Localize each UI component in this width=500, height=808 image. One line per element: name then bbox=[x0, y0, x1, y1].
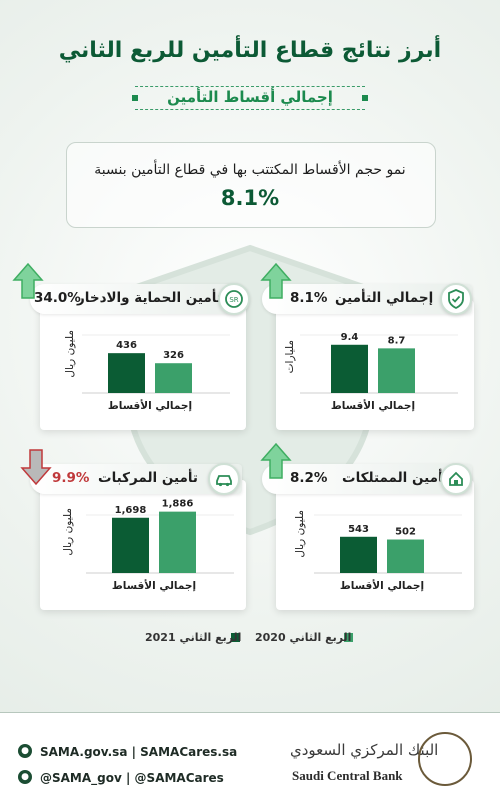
subtitle-frame bbox=[135, 86, 365, 110]
footer: ● SAMA.gov.sa | SAMACares.sa ● @SAMA_gov… bbox=[0, 712, 500, 808]
footer-twitter[interactable]: @SAMA_gov | @SAMACares bbox=[40, 771, 224, 785]
footer-web[interactable]: SAMA.gov.sa | SAMACares.sa bbox=[40, 745, 238, 759]
bar-2021 bbox=[340, 536, 377, 573]
legend-swatch-2021 bbox=[231, 633, 240, 642]
bar-2020 bbox=[155, 363, 192, 393]
subtitle-dot-left bbox=[132, 95, 138, 101]
chart-property: 543 502 إجمالي الأقساط bbox=[314, 514, 462, 592]
title-total: إجمالي التأمين bbox=[335, 290, 434, 306]
category-label: إجمالي الأقساط bbox=[340, 579, 424, 592]
up-arrow-icon bbox=[260, 442, 292, 479]
chart-protection: 436 326 إجمالي الأقساط bbox=[82, 334, 230, 412]
title-property: تأمين الممتلكات bbox=[342, 470, 449, 486]
unit-total: مليارات bbox=[284, 340, 296, 374]
bar-2020 bbox=[387, 539, 424, 573]
category-label: إجمالي الأقساط bbox=[112, 579, 196, 592]
bank-logo-icon bbox=[418, 732, 472, 786]
card-header-motor bbox=[30, 464, 242, 494]
up-arrow-icon bbox=[12, 262, 44, 299]
unit-protection: مليون ريال bbox=[64, 330, 76, 378]
chart-motor: 1,698 1,886 إجمالي الأقساط bbox=[86, 499, 234, 592]
footer-twitter-row: ● @SAMA_gov | @SAMACares bbox=[18, 770, 258, 785]
pct-motor: 9.9% bbox=[52, 470, 90, 486]
unit-property: مليون ريال bbox=[294, 510, 306, 558]
subtitle-dot-right bbox=[362, 95, 368, 101]
pct-total: 8.1% bbox=[290, 290, 328, 306]
legend-swatch-2020 bbox=[344, 633, 353, 642]
title-motor: تأمين المركبات bbox=[98, 470, 198, 486]
category-label: إجمالي الأقساط bbox=[331, 399, 415, 412]
page-title: أبرز نتائج قطاع التأمين للربع الثاني bbox=[58, 38, 442, 63]
pct-property: 8.2% bbox=[290, 470, 328, 486]
bar-2021 bbox=[331, 344, 368, 393]
savings-icon: SR bbox=[218, 283, 250, 315]
shield-check-icon bbox=[440, 283, 472, 315]
bar-2021 bbox=[112, 517, 149, 573]
bar-2021 bbox=[108, 353, 145, 393]
page-subtitle: إجمالي أقساط التأمين bbox=[167, 88, 333, 106]
footer-web-row: ● SAMA.gov.sa | SAMACares.sa bbox=[18, 744, 258, 759]
unit-motor: مليون ريال bbox=[62, 508, 74, 556]
data-label-2021: 436 bbox=[116, 340, 137, 351]
growth-value: 8.1% bbox=[220, 186, 280, 210]
down-arrow-icon bbox=[20, 449, 52, 486]
up-arrow-icon bbox=[260, 262, 292, 299]
data-label-2021: 1,698 bbox=[115, 505, 147, 516]
card-header-protection bbox=[30, 284, 242, 314]
car-icon bbox=[208, 463, 240, 495]
data-label-2021: 543 bbox=[348, 524, 369, 535]
title-protection: تأمين الحماية والادخار bbox=[77, 290, 222, 306]
data-label-2020: 1,886 bbox=[162, 499, 194, 510]
data-label-2020: 502 bbox=[395, 527, 416, 538]
card-total-insurance bbox=[276, 300, 474, 430]
growth-text: نمو حجم الأقساط المكتتب بها في قطاع التأ… bbox=[94, 162, 406, 178]
pct-protection: 34.0% bbox=[34, 290, 81, 306]
legend-2021: الربع الثاني 2021 bbox=[145, 631, 242, 644]
data-label-2020: 8.7 bbox=[388, 335, 406, 346]
bank-name-english: Saudi Central Bank bbox=[292, 768, 403, 783]
legend-2020: الربع الثاني 2020 bbox=[255, 631, 352, 644]
growth-box bbox=[66, 142, 436, 228]
chart-total: 9.4 8.7 إجمالي الأقساط bbox=[300, 332, 458, 412]
bar-2020 bbox=[159, 511, 196, 573]
card-header-total bbox=[262, 284, 472, 314]
globe-icon: ● bbox=[18, 744, 32, 758]
data-label-2020: 326 bbox=[163, 350, 184, 361]
data-label-2021: 9.4 bbox=[341, 332, 359, 343]
bank-name-arabic: البنك المركزي السعودي bbox=[290, 741, 439, 759]
house-hand-icon bbox=[440, 463, 472, 495]
svg-text:SR: SR bbox=[229, 296, 238, 304]
category-label: إجمالي الأقساط bbox=[108, 399, 192, 412]
bar-2020 bbox=[378, 348, 415, 393]
twitter-icon: ● bbox=[18, 770, 32, 784]
card-header-property bbox=[262, 464, 472, 494]
